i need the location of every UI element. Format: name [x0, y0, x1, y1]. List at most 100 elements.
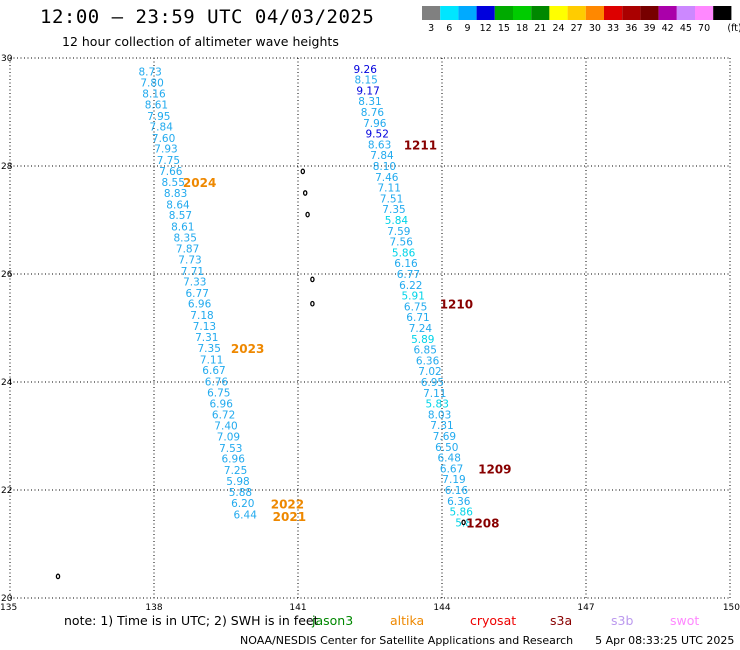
credit-source: NOAA/NESDIS Center for Satellite Applica… [240, 634, 574, 647]
x-tick-label: 147 [577, 603, 594, 613]
x-tick-label: 150 [723, 603, 740, 613]
x-tick-label: 144 [433, 603, 450, 613]
wave-height-value: 7.51 [380, 193, 403, 205]
legend-swatch [494, 6, 513, 20]
legend-swatch [549, 6, 568, 20]
x-tick-label: 138 [145, 603, 162, 613]
wave-height-value: 7.02 [418, 366, 441, 378]
wave-height-value: 6.36 [447, 496, 471, 508]
wave-height-value: 5.83 [426, 399, 449, 411]
legend-label: 45 [680, 23, 692, 34]
y-tick-label: 24 [1, 378, 13, 388]
legend-label: 27 [571, 23, 583, 34]
wave-height-value: 8.55 [162, 177, 185, 189]
legend-swatch [676, 6, 695, 20]
island [305, 211, 310, 218]
wave-height-value: 7.25 [224, 465, 247, 477]
wave-height-value: 7.40 [214, 421, 237, 433]
legend-swatch [695, 6, 714, 20]
wave-height-value: 7.31 [195, 332, 218, 344]
wave-height-value: 7.35 [198, 343, 221, 355]
wave-height-value: 8.83 [164, 188, 187, 200]
wave-height-value: 6.72 [212, 409, 235, 421]
wave-height-value: 6.96 [188, 299, 212, 311]
y-tick-label: 20 [1, 594, 13, 604]
wave-height-value: 7.93 [154, 144, 177, 156]
wave-height-value: 8.73 [138, 67, 161, 79]
legend-label: 3 [428, 23, 434, 34]
wave-height-value: 6.16 [445, 485, 469, 497]
pass-time-label: 2021 [273, 510, 306, 524]
wave-height-value: 5.86 [450, 507, 474, 519]
legend-label: 33 [607, 23, 619, 34]
wave-height-value: 6.71 [406, 312, 429, 324]
wave-height-value: 7.11 [423, 388, 446, 400]
satellite-label: s3a [550, 613, 572, 628]
wave-height-value: 8.10 [373, 161, 396, 173]
map-title: 12:00 – 23:59 UTC 04/03/2025 [40, 6, 375, 28]
wave-height-value: 8.61 [171, 221, 194, 233]
wave-height-value: 7.35 [382, 204, 405, 216]
legend-label: 9 [464, 23, 470, 34]
wave-height-value: 7.33 [183, 277, 206, 289]
wave-height-value: 7.75 [157, 155, 180, 167]
satellite-label: altika [390, 613, 424, 628]
islands [55, 168, 466, 580]
wave-height-value: 7.13 [193, 321, 216, 333]
legend-swatch [713, 6, 732, 20]
wave-height-value: 6.44 [234, 509, 258, 521]
wave-height-value: 7.84 [150, 122, 174, 134]
legend-swatch [531, 6, 550, 20]
x-tick-label: 135 [0, 603, 17, 613]
wave-height-value: 8.31 [358, 96, 381, 108]
legend-label: 24 [552, 23, 564, 34]
y-tick-label: 22 [1, 486, 12, 496]
wave-height-value: 7.59 [387, 226, 410, 238]
legend-label: 39 [643, 23, 655, 34]
wave-height-value: 6.77 [186, 288, 209, 300]
wave-height-value: 8.64 [166, 199, 190, 211]
legend-label: 15 [498, 23, 510, 34]
legend-label: 36 [625, 23, 637, 34]
wave-height-value: 8.35 [174, 232, 197, 244]
wave-height-value: 7.19 [442, 474, 465, 486]
y-tick-label: 28 [1, 162, 13, 172]
wave-height-value: 5.84 [385, 215, 409, 227]
pass-time-label: 1211 [404, 138, 437, 152]
legend-label: 42 [662, 23, 674, 34]
legend-swatch [622, 6, 641, 20]
wave-height-value: 7.60 [152, 133, 175, 145]
wave-height-value: 5.91 [402, 291, 425, 303]
wave-height-value: 6.50 [435, 442, 458, 454]
wave-height-value: 8.61 [145, 99, 168, 111]
wave-height-value: 6.67 [202, 365, 225, 377]
wave-height-value: 6.95 [421, 377, 444, 389]
island [310, 300, 315, 307]
map-grid [9, 57, 731, 599]
island [302, 190, 308, 196]
wave-height-value: 6.75 [207, 387, 230, 399]
wave-height-value: 7.53 [219, 443, 242, 455]
satellite-label: s3b [611, 613, 633, 628]
wave-height-value: 7.69 [433, 431, 456, 443]
wave-height-value: 6.85 [414, 345, 437, 357]
island [300, 168, 306, 175]
wave-height-value: 7.66 [159, 166, 183, 178]
wave-height-value: 6.16 [394, 258, 418, 270]
note-text: note: 1) Time is in UTC; 2) SWH is in fe… [64, 613, 319, 628]
wave-height-value: 7.56 [390, 237, 414, 249]
wave-height-value: 5.8 [455, 517, 472, 529]
legend-swatch [640, 6, 659, 20]
wave-height-value: 6.22 [399, 280, 422, 292]
wave-height-value: 9.17 [356, 85, 379, 97]
wave-height-value: 5.89 [411, 334, 434, 346]
pass-time-label: 1208 [466, 516, 499, 530]
wave-height-value: 7.11 [378, 183, 401, 195]
y-tick-label: 26 [1, 270, 13, 280]
satellite-label: cryosat [470, 613, 516, 628]
wave-height-value: 9.52 [366, 129, 389, 141]
wave-height-value: 6.76 [205, 376, 229, 388]
